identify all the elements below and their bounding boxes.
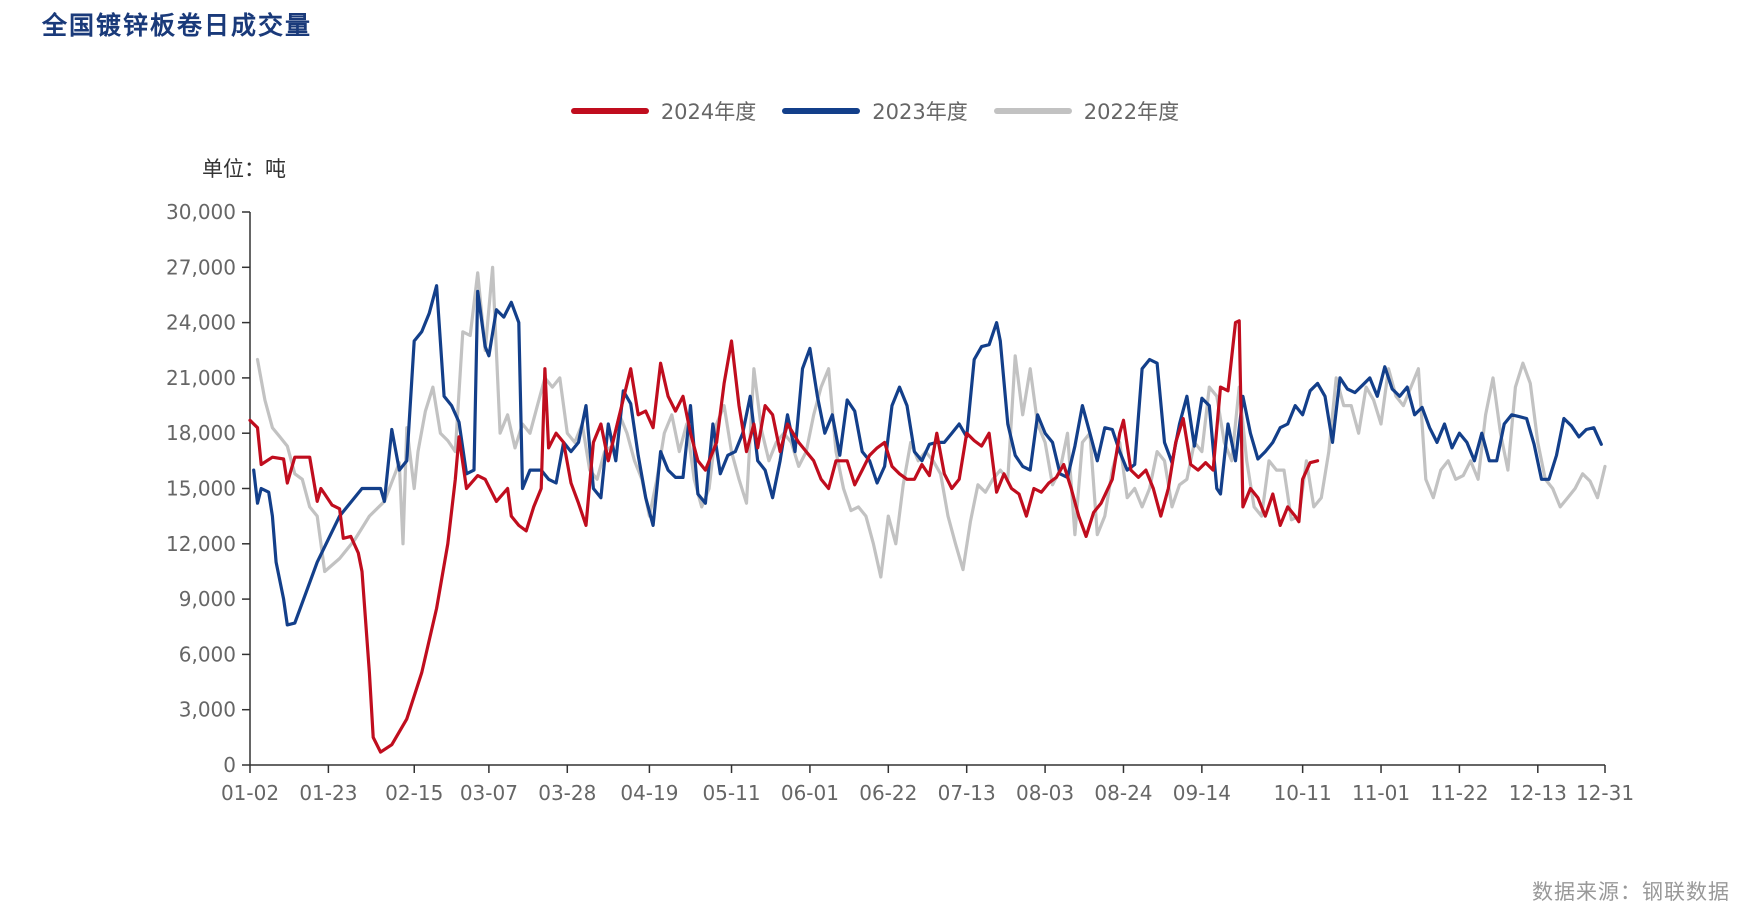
legend-item-2024[interactable]: 2024年度 <box>570 96 757 126</box>
x-tick-label: 09-14 <box>1173 781 1231 805</box>
series-line-2022[interactable] <box>255 265 1607 579</box>
y-tick-label: 0 <box>223 753 236 777</box>
legend-label-2023: 2023年度 <box>872 100 968 124</box>
x-tick-label: 06-22 <box>859 781 917 805</box>
y-tick-label: 6,000 <box>179 642 236 666</box>
source-label: 数据来源：钢联数据 <box>1532 880 1730 904</box>
y-tick-label: 9,000 <box>179 587 236 611</box>
series-line-2023[interactable] <box>252 284 1603 627</box>
x-tick-label: 08-03 <box>1016 781 1074 805</box>
x-tick-label: 11-01 <box>1352 781 1410 805</box>
unit-label: 单位：吨 <box>202 157 286 181</box>
legend-label-2024: 2024年度 <box>660 100 757 124</box>
y-tick-label: 12,000 <box>166 532 236 556</box>
y-tick-label: 30,000 <box>166 200 236 224</box>
legend-label-2022: 2022年度 <box>1083 100 1180 124</box>
legend: 2024年度 2023年度 2022年度 <box>0 96 1750 126</box>
x-tick-label: 02-15 <box>385 781 443 805</box>
legend-swatch-2024 <box>570 108 649 114</box>
y-tick-label: 15,000 <box>166 477 236 501</box>
x-tick-label: 12-31 <box>1576 781 1634 805</box>
legend-item-2023[interactable]: 2023年度 <box>782 96 968 126</box>
x-tick-label: 12-13 <box>1509 781 1567 805</box>
y-tick-label: 3,000 <box>179 698 236 722</box>
x-tick-label: 04-19 <box>620 781 678 805</box>
legend-item-2022[interactable]: 2022年度 <box>993 96 1180 126</box>
y-tick-label: 21,000 <box>166 366 236 390</box>
x-tick-label: 03-07 <box>460 781 518 805</box>
x-tick-label: 10-11 <box>1274 781 1332 805</box>
series-line-2024[interactable] <box>248 319 1320 754</box>
x-tick-label: 11-22 <box>1430 781 1488 805</box>
chart-title: 全国镀锌板卷日成交量 <box>42 11 313 40</box>
x-tick-label: 01-23 <box>299 781 357 805</box>
x-tick-label: 06-01 <box>781 781 839 805</box>
x-tick-label: 07-13 <box>938 781 996 805</box>
x-tick-label: 05-11 <box>702 781 760 805</box>
x-tick-label: 03-28 <box>538 781 596 805</box>
x-tick-label: 08-24 <box>1094 781 1152 805</box>
y-tick-label: 24,000 <box>166 311 236 335</box>
legend-swatch-2023 <box>782 108 861 114</box>
y-tick-label: 27,000 <box>166 255 236 279</box>
legend-swatch-2022 <box>993 108 1072 114</box>
y-tick-label: 18,000 <box>166 421 236 445</box>
x-tick-label: 01-02 <box>221 781 279 805</box>
